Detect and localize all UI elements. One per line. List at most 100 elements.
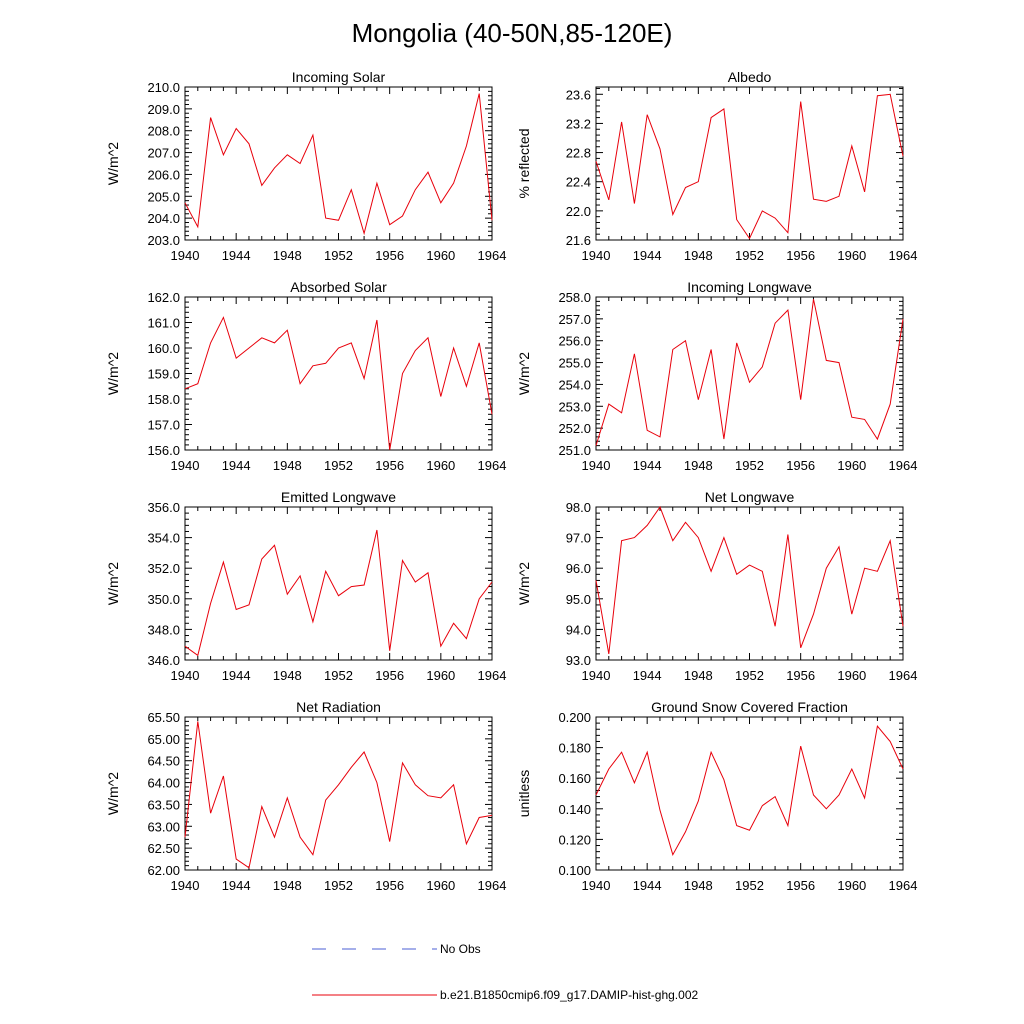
y-tick-label: 159.0	[147, 367, 180, 382]
x-tick-label: 1948	[273, 668, 302, 683]
x-tick-label: 1960	[426, 458, 455, 473]
chart-panels: Incoming Solar W/m^2 1940 1944 1948 1952 1956 1…	[105, 69, 917, 893]
panel-1: Albedo % reflected 1940 1944 1948 1952 1956 196…	[516, 69, 917, 263]
x-tick-label: 1956	[375, 878, 404, 893]
x-tick-label: 1960	[426, 668, 455, 683]
panel-6: Net Radiation W/m^2 1940 1944 1948 1952 1956 19…	[105, 699, 506, 893]
x-tick-label: 1952	[735, 248, 764, 263]
y-tick-label: 96.0	[566, 561, 591, 576]
panel-title: Albedo	[728, 69, 772, 85]
x-tick-label: 1944	[633, 248, 662, 263]
y-tick-label: 0.180	[558, 741, 591, 756]
x-tick-label: 1948	[684, 248, 713, 263]
panel-title: Absorbed Solar	[290, 279, 387, 295]
x-tick-label: 1944	[222, 458, 251, 473]
x-tick-label: 1964	[478, 668, 507, 683]
x-tick-label: 1956	[375, 458, 404, 473]
series-line	[595, 725, 904, 856]
panel-title: Emitted Longwave	[281, 489, 396, 505]
legend-label-model: b.e21.B1850cmip6.f09_g17.DAMIP-hist-ghg.…	[440, 988, 698, 1002]
y-tick-label: 21.6	[566, 233, 591, 248]
y-tick-label: 346.0	[147, 653, 180, 668]
y-tick-label: 23.2	[566, 116, 591, 131]
panel-3: Incoming Longwave W/m^2 1940 1944 1948 1952 19…	[516, 279, 917, 473]
x-tick-label: 1964	[478, 458, 507, 473]
y-tick-label: 63.00	[147, 819, 180, 834]
series-line	[595, 93, 904, 240]
y-axis-label: W/m^2	[105, 562, 121, 605]
y-axis-label: % reflected	[516, 128, 532, 198]
y-tick-label: 208.0	[147, 124, 180, 139]
x-tick-label: 1960	[426, 878, 455, 893]
y-tick-label: 258.0	[558, 290, 591, 305]
y-tick-label: 0.120	[558, 832, 591, 847]
series-line	[184, 721, 493, 869]
x-tick-label: 1948	[684, 878, 713, 893]
y-tick-label: 63.50	[147, 797, 180, 812]
y-tick-label: 255.0	[558, 356, 591, 371]
x-tick-label: 1944	[222, 248, 251, 263]
plot-frame	[184, 296, 493, 451]
x-tick-label: 1948	[684, 668, 713, 683]
y-tick-label: 22.4	[566, 175, 591, 190]
y-tick-label: 205.0	[147, 189, 180, 204]
y-tick-label: 22.8	[566, 146, 591, 161]
x-tick-label: 1940	[582, 668, 611, 683]
plot-frame	[184, 716, 493, 871]
x-tick-label: 1956	[786, 458, 815, 473]
panel-4: Emitted Longwave W/m^2 1940 1944 1948 1952 195…	[105, 489, 506, 683]
y-tick-label: 356.0	[147, 500, 180, 515]
panel-7: Ground Snow Covered Fraction unitless 1940…	[516, 699, 917, 893]
x-tick-label: 1964	[889, 248, 918, 263]
y-tick-label: 62.00	[147, 863, 180, 878]
x-tick-label: 1944	[222, 668, 251, 683]
x-tick-label: 1952	[324, 668, 353, 683]
y-tick-label: 210.0	[147, 80, 180, 95]
y-tick-label: 206.0	[147, 167, 180, 182]
panel-0: Incoming Solar W/m^2 1940 1944 1948 1952 1956 1…	[105, 69, 506, 263]
legend-label-no-obs: No Obs	[440, 942, 481, 956]
y-tick-label: 22.0	[566, 204, 591, 219]
y-tick-label: 204.0	[147, 211, 180, 226]
y-tick-label: 62.50	[147, 841, 180, 856]
y-tick-label: 203.0	[147, 233, 180, 248]
y-axis-label: W/m^2	[105, 352, 121, 395]
x-tick-label: 1964	[478, 878, 507, 893]
x-tick-label: 1952	[735, 668, 764, 683]
y-tick-label: 209.0	[147, 102, 180, 117]
y-tick-label: 158.0	[147, 392, 180, 407]
x-tick-label: 1964	[889, 878, 918, 893]
x-tick-label: 1952	[735, 878, 764, 893]
x-tick-label: 1940	[171, 668, 200, 683]
x-tick-label: 1940	[171, 878, 200, 893]
y-tick-label: 162.0	[147, 290, 180, 305]
x-tick-label: 1952	[324, 878, 353, 893]
y-tick-label: 65.00	[147, 732, 180, 747]
panel-title: Ground Snow Covered Fraction	[651, 699, 848, 715]
x-tick-label: 1960	[837, 458, 866, 473]
plot-frame	[595, 716, 904, 871]
x-tick-label: 1952	[735, 458, 764, 473]
y-tick-label: 350.0	[147, 592, 180, 607]
panel-5: Net Longwave W/m^2 1940 1944 1948 1952 1956 196…	[516, 489, 917, 683]
y-tick-label: 65.50	[147, 710, 180, 725]
y-tick-label: 252.0	[558, 421, 591, 436]
x-tick-label: 1944	[633, 458, 662, 473]
series-line	[184, 316, 493, 451]
x-tick-label: 1964	[889, 458, 918, 473]
y-tick-label: 64.50	[147, 754, 180, 769]
x-tick-label: 1948	[273, 878, 302, 893]
x-tick-label: 1944	[222, 878, 251, 893]
y-axis-label: W/m^2	[516, 562, 532, 605]
panel-title: Net Longwave	[705, 489, 795, 505]
x-tick-label: 1956	[375, 248, 404, 263]
x-tick-label: 1964	[889, 668, 918, 683]
x-tick-label: 1940	[582, 248, 611, 263]
x-tick-label: 1940	[582, 878, 611, 893]
x-tick-label: 1944	[633, 668, 662, 683]
y-tick-label: 352.0	[147, 561, 180, 576]
x-tick-label: 1964	[478, 248, 507, 263]
y-tick-label: 0.100	[558, 863, 591, 878]
series-line	[184, 529, 493, 657]
x-tick-label: 1960	[837, 878, 866, 893]
